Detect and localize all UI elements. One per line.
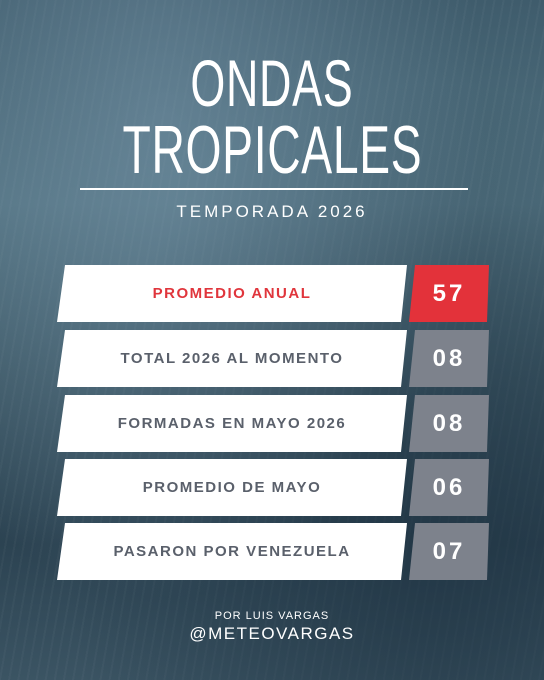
divider <box>80 188 468 190</box>
row-label: TOTAL 2026 AL MOMENTO <box>57 330 407 387</box>
table-row: FORMADAS EN MAYO 2026 08 <box>57 395 489 452</box>
handle: @METEOVARGAS <box>189 624 355 643</box>
title-line: ONDAS <box>0 50 544 116</box>
row-label: PROMEDIO ANUAL <box>57 265 407 322</box>
credit: POR LUIS VARGAS <box>214 610 330 622</box>
table-row: PROMEDIO DE MAYO 06 <box>57 459 489 516</box>
row-value: 06 <box>409 459 489 516</box>
row-value: 57 <box>409 265 489 322</box>
row-value: 08 <box>409 330 489 387</box>
row-label: FORMADAS EN MAYO 2026 <box>57 395 407 452</box>
table-row: PASARON POR VENEZUELA 07 <box>57 523 489 580</box>
row-label: PASARON POR VENEZUELA <box>57 523 407 580</box>
row-value: 08 <box>409 395 489 452</box>
title-text: TROPICALES <box>122 112 422 188</box>
row-value: 07 <box>409 523 489 580</box>
table-row: TOTAL 2026 AL MOMENTO 08 <box>57 330 489 387</box>
subtitle: TEMPORADA 2026 <box>176 202 368 221</box>
title-line: TROPICALES <box>0 116 544 184</box>
table-row: PROMEDIO ANUAL 57 <box>57 265 489 322</box>
title-text: ONDAS <box>190 46 354 120</box>
row-label: PROMEDIO DE MAYO <box>57 459 407 516</box>
